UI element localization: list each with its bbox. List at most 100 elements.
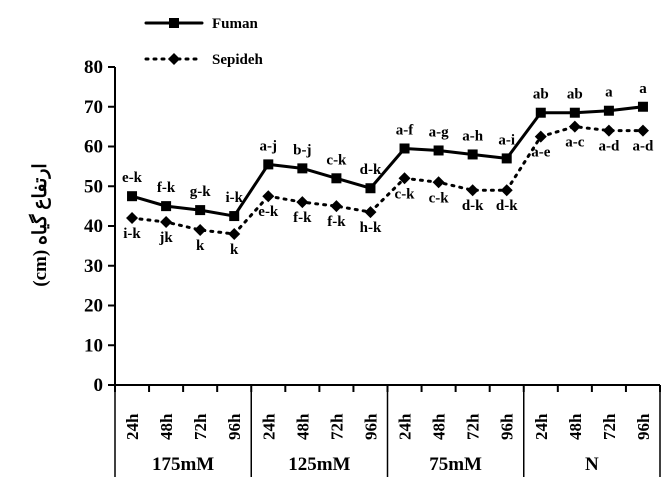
series-connector-fuman bbox=[368, 146, 407, 190]
group-label: 175mM bbox=[152, 454, 214, 475]
data-label-sepideh: a-e bbox=[531, 145, 550, 161]
data-label-fuman: i-k bbox=[225, 190, 243, 206]
series-line-fuman bbox=[403, 146, 509, 160]
data-label-fuman: a-j bbox=[260, 138, 278, 154]
data-point-fuman bbox=[297, 163, 308, 174]
y-axis: 0 10 20 30 40 50 60 70 80 bbox=[84, 57, 116, 396]
y-tick-label: 50 bbox=[84, 176, 103, 197]
data-label-sepideh: f-k bbox=[293, 210, 312, 226]
legend-marker-sepideh bbox=[168, 53, 180, 65]
data-point-fuman bbox=[195, 205, 206, 216]
data-label-sepideh: d-k bbox=[462, 198, 484, 214]
x-tick-label: 72h bbox=[191, 413, 210, 440]
data-point-fuman bbox=[399, 143, 410, 154]
series-connector-fuman bbox=[232, 162, 270, 218]
x-tick-label: 24h bbox=[123, 413, 142, 440]
data-point-fuman bbox=[433, 145, 444, 156]
data-label-fuman: a bbox=[605, 85, 613, 101]
data-label-fuman: a-f bbox=[396, 122, 414, 138]
data-point-sepideh bbox=[126, 212, 139, 225]
x-tick-label: 48h bbox=[157, 413, 176, 440]
legend-marker-fuman bbox=[169, 18, 179, 28]
data-point-sepideh bbox=[160, 216, 173, 229]
series-line-fuman bbox=[130, 194, 236, 218]
x-tick-label: 96h bbox=[498, 413, 517, 440]
data-point-sepideh bbox=[262, 190, 275, 203]
data-label-sepideh: c-k bbox=[395, 186, 416, 202]
data-label-fuman: e-k bbox=[122, 170, 143, 186]
group-label: 125mM bbox=[288, 454, 350, 475]
y-tick-label: 0 bbox=[94, 375, 104, 396]
series-sepideh: i-k jk k k e-k f-k f-k h-k c-k c-k d-k d-k a-e a-c a-d… bbox=[123, 120, 654, 258]
data-point-sepideh bbox=[228, 227, 241, 240]
data-label-sepideh: jk bbox=[158, 230, 173, 246]
data-label-sepideh: a-c bbox=[565, 135, 584, 151]
data-label-fuman: a-i bbox=[498, 132, 515, 148]
data-point-fuman bbox=[365, 183, 376, 194]
x-tick-label: 72h bbox=[327, 413, 346, 440]
y-tick-label: 40 bbox=[84, 216, 103, 237]
data-point-fuman bbox=[263, 159, 274, 170]
group-label: N bbox=[585, 454, 599, 475]
series-connector-sepideh bbox=[368, 176, 407, 214]
series-line-fuman bbox=[266, 162, 372, 190]
data-point-sepideh bbox=[466, 184, 479, 197]
data-point-sepideh bbox=[636, 124, 649, 137]
data-label-fuman: c-k bbox=[326, 152, 347, 168]
data-point-sepideh bbox=[296, 196, 309, 209]
data-point-fuman bbox=[637, 101, 648, 112]
x-tick-label: 96h bbox=[361, 413, 380, 440]
series-connector-sepideh bbox=[232, 194, 270, 236]
series-line-fuman bbox=[539, 105, 645, 115]
data-point-sepideh bbox=[568, 120, 581, 133]
data-point-sepideh bbox=[330, 200, 343, 213]
y-axis-label: (cm) ارتفاع گیاه bbox=[28, 163, 51, 286]
x-tick-label: 96h bbox=[225, 413, 244, 440]
data-label-fuman: a-g bbox=[429, 124, 449, 140]
data-label-fuman: a bbox=[639, 81, 647, 97]
data-label-sepideh: e-k bbox=[258, 204, 279, 220]
series-layer: e-k f-k g-k i-k a-j b-j c-k d-k a-f a-g a-h a-i ab ab… bbox=[122, 81, 654, 258]
y-tick-label: 60 bbox=[84, 137, 103, 158]
data-label-sepideh: c-k bbox=[429, 190, 450, 206]
data-label-fuman: ab bbox=[533, 87, 549, 103]
x-tick-label: 48h bbox=[566, 413, 585, 440]
data-point-fuman bbox=[535, 107, 546, 118]
y-axis-label-group: (cm) ارتفاع گیاه bbox=[28, 163, 51, 286]
group-label: 75mM bbox=[429, 454, 482, 475]
data-point-sepideh bbox=[364, 206, 377, 219]
series-line-sepideh bbox=[403, 176, 509, 192]
series-connector-sepideh bbox=[505, 135, 543, 192]
data-point-sepideh bbox=[500, 184, 513, 197]
x-tick-label: 72h bbox=[464, 413, 483, 440]
data-label-fuman: a-h bbox=[462, 128, 483, 144]
legend-label-sepideh: Sepideh bbox=[212, 52, 264, 68]
series-line-sepideh bbox=[130, 216, 236, 236]
data-label-fuman: g-k bbox=[190, 184, 211, 200]
data-point-fuman bbox=[127, 191, 138, 202]
x-tick-label: 48h bbox=[293, 413, 312, 440]
x-tick-label: 24h bbox=[259, 413, 278, 440]
data-point-fuman bbox=[331, 173, 342, 184]
data-label-sepideh: k bbox=[230, 242, 239, 258]
data-point-fuman bbox=[603, 105, 614, 116]
y-tick-label: 10 bbox=[84, 335, 103, 356]
data-label-sepideh: a-d bbox=[598, 139, 619, 155]
data-label-sepideh: f-k bbox=[327, 214, 346, 230]
x-tick-label: 96h bbox=[634, 413, 653, 440]
data-point-fuman bbox=[467, 149, 478, 160]
data-label-fuman: f-k bbox=[157, 180, 176, 196]
y-tick-label: 20 bbox=[84, 296, 103, 317]
series-connector-fuman bbox=[505, 111, 543, 160]
data-label-fuman: ab bbox=[567, 87, 583, 103]
data-point-sepideh bbox=[534, 130, 547, 143]
x-tick-label: 24h bbox=[396, 413, 415, 440]
data-point-fuman bbox=[229, 211, 240, 222]
data-label-fuman: d-k bbox=[360, 162, 382, 178]
data-point-sepideh bbox=[602, 124, 615, 137]
series-fuman: e-k f-k g-k i-k a-j b-j c-k d-k a-f a-g a-h a-i ab ab… bbox=[122, 81, 648, 222]
data-label-sepideh: a-d bbox=[633, 139, 654, 155]
y-tick-label: 70 bbox=[84, 97, 103, 118]
legend-label-fuman: Fuman bbox=[212, 16, 259, 32]
